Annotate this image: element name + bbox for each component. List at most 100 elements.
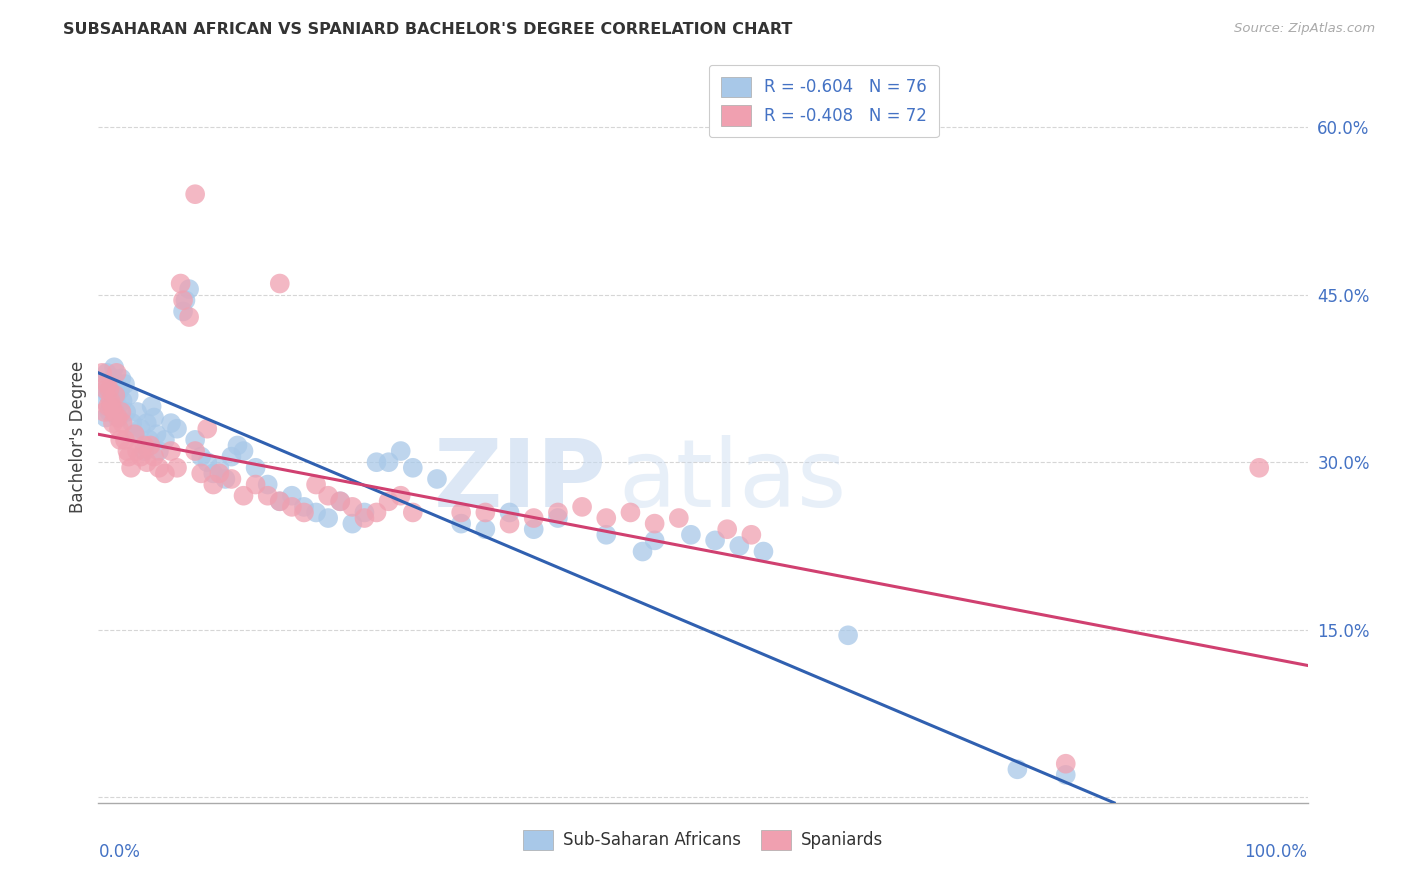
Point [103,405,125,419]
Point [1054,768,1077,782]
Text: ZIP: ZIP [433,435,606,527]
Point [329,494,352,508]
Point [166,422,188,436]
Point [100,393,122,408]
Point [305,506,328,520]
Point [107,400,129,414]
Point [105,388,128,402]
Point [214,472,236,486]
Point [353,511,375,525]
Point [118,388,141,402]
Point [103,360,125,375]
Point [190,450,212,464]
Point [93,393,115,408]
Point [1007,762,1029,776]
Point [127,444,149,458]
Point [114,377,136,392]
Point [100,383,122,397]
Point [104,405,127,419]
Point [668,511,690,525]
Point [547,511,569,525]
Point [269,494,291,508]
Point [256,477,278,491]
Point [366,506,388,520]
Point [1249,460,1271,475]
Point [98,405,121,419]
Point [232,444,254,458]
Point [166,460,188,475]
Point [124,427,146,442]
Point [160,444,183,458]
Point [121,416,143,430]
Point [281,489,304,503]
Point [474,506,496,520]
Point [256,489,278,503]
Point [353,506,375,520]
Point [108,383,131,397]
Point [221,472,243,486]
Point [172,304,194,318]
Point [498,506,520,520]
Point [118,450,141,464]
Point [342,500,364,514]
Point [226,438,249,452]
Point [245,477,267,491]
Point [202,467,225,481]
Point [184,444,207,458]
Point [1054,756,1077,771]
Point [644,533,666,548]
Point [366,455,388,469]
Text: 0.0%: 0.0% [98,843,141,861]
Point [91,377,114,392]
Point [389,489,412,503]
Point [134,438,156,452]
Point [93,405,115,419]
Point [124,427,146,442]
Point [619,506,641,520]
Y-axis label: Bachelor's Degree: Bachelor's Degree [69,361,87,513]
Point [202,477,225,491]
Point [135,455,157,469]
Point [269,277,291,291]
Point [292,506,315,520]
Point [145,427,167,442]
Point [135,416,157,430]
Point [450,516,472,531]
Point [342,516,364,531]
Point [474,522,496,536]
Point [179,282,201,296]
Point [179,310,201,324]
Text: 100.0%: 100.0% [1244,843,1308,861]
Point [740,528,762,542]
Point [377,494,399,508]
Point [108,410,131,425]
Point [595,528,617,542]
Point [232,489,254,503]
Point [450,506,472,520]
Point [115,405,138,419]
Point [172,293,194,308]
Point [111,393,134,408]
Point [101,371,124,385]
Point [389,444,412,458]
Point [547,506,569,520]
Point [96,366,118,380]
Point [98,383,121,397]
Point [153,467,176,481]
Point [281,500,304,514]
Point [110,405,132,419]
Point [120,460,142,475]
Point [96,377,118,392]
Point [91,366,114,380]
Point [97,400,120,414]
Point [316,489,339,503]
Point [523,522,546,536]
Point [94,410,117,425]
Point [752,544,775,558]
Point [143,450,166,464]
Legend: Sub-Saharan Africans, Spaniards: Sub-Saharan Africans, Spaniards [516,823,890,856]
Point [105,366,128,380]
Text: atlas: atlas [619,435,846,527]
Point [117,444,139,458]
Point [138,433,160,447]
